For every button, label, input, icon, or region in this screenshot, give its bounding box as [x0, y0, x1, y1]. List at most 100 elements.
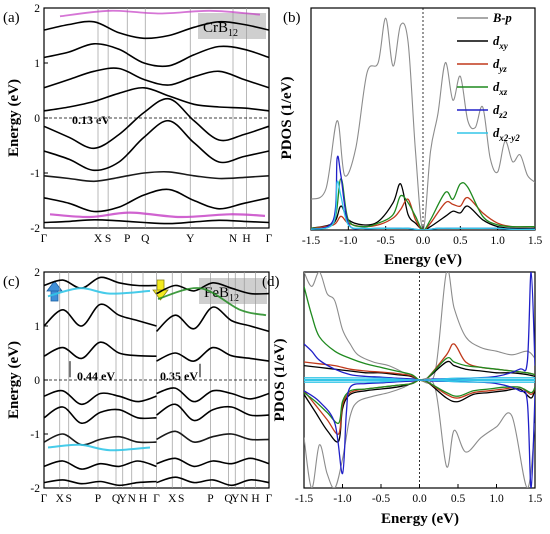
panel-c-kpoint-label: Γ	[266, 493, 273, 505]
panel-a-ytick-label: -1	[30, 168, 40, 180]
panel-c-band-line	[156, 346, 270, 362]
panel-c-label: (c)	[3, 274, 20, 290]
panel-c-kpoint-label: H	[251, 493, 259, 505]
panel-c-kpoint-label: Γ	[41, 493, 48, 505]
panel-c-ytick-label: 0	[34, 375, 40, 387]
panel-d-series-group	[304, 272, 535, 488]
panel-d-series-line	[304, 272, 535, 381]
panel-c-ytick-label: -1	[30, 429, 40, 441]
panel-d: (d) PDOS (1/eV) Energy (eV) -1.5 -1.0 -0.5…	[262, 271, 542, 527]
panel-d-xtick-label: 0.5	[451, 493, 466, 505]
panel-a-ytick-label: 1	[34, 58, 40, 70]
panel-c-material-sub: 12	[229, 293, 239, 304]
panel-a-band-highlight	[59, 9, 261, 18]
panel-b-xtick-label: -0.5	[377, 235, 395, 247]
panel-b-legend-label: B-p	[492, 11, 512, 25]
panel-b-series-group	[311, 17, 535, 230]
panel-d-series-line	[304, 379, 535, 383]
panel-c-ylabel: Energy (eV)	[6, 341, 22, 419]
panel-c-kpoint-label: H	[139, 493, 147, 505]
panel-a-band-line	[43, 170, 270, 183]
panel-b-ylabel: PDOS (1/eV)	[279, 77, 295, 160]
panel-b-legend-label-base: d	[493, 126, 500, 140]
panel-c-kpoint-label: Q	[112, 493, 121, 505]
panel-b-legend-label: dxz	[493, 80, 508, 97]
panel-c-band-line	[156, 387, 270, 403]
panel-c-kpoint-label: P	[95, 493, 101, 505]
panel-b-series-line	[311, 17, 535, 230]
panel-b-xtick-label: 1.5	[528, 235, 543, 247]
panel-c-band-highlight	[47, 443, 151, 452]
panel-a-kpoint-label: Γ	[41, 233, 48, 245]
panel-b-legend-label-sub: xy	[498, 41, 509, 51]
panel-a-band-line	[43, 97, 270, 150]
panel-b-xtick-label: 0.0	[416, 235, 431, 247]
panel-c-band-line	[43, 406, 157, 425]
panel-a-band-line	[43, 86, 270, 112]
panel-c-gap-annotation-down: 0.35 eV	[160, 369, 198, 383]
panel-b-xtick-label: -1.0	[339, 235, 357, 247]
panel-a-label: (a)	[3, 10, 20, 26]
panel-b-legend-label-base: d	[493, 34, 500, 48]
panel-b-series-line	[311, 180, 535, 230]
panel-a-kpoint-label: H	[242, 233, 250, 245]
panel-a-band-highlight	[49, 211, 266, 219]
panel-a-band-line	[43, 20, 270, 40]
panel-c-kpoint-label: Γ	[153, 493, 160, 505]
panel-c-band-line	[43, 303, 157, 327]
panel-a-kpoint-label: Γ	[266, 233, 273, 245]
panel-c-band-line	[43, 276, 157, 289]
panel-c-kpoint-label: Y	[119, 493, 128, 505]
panel-b-legend-label-base: d	[493, 103, 500, 117]
panel-c-kpoint-label: Y	[231, 493, 240, 505]
panel-b-xtick-label: -1.5	[302, 235, 320, 247]
panel-d-xtick-label: -1.5	[295, 493, 313, 505]
panel-b-legend-label: dz2	[493, 103, 508, 120]
panel-b-legend-label: dyz	[493, 57, 507, 74]
panel-c-kpoint-label: N	[128, 493, 137, 505]
panel-b-series-line	[311, 178, 535, 230]
panel-a-kpoint-label: X	[94, 233, 103, 245]
panel-b-legend-label-sub: xz	[498, 87, 508, 97]
panel-a-kpoint-label: Q	[141, 233, 150, 245]
panel-d-series-line	[304, 377, 535, 488]
panel-b-label: (b)	[283, 10, 301, 26]
panel-c-kpoint-label: Q	[224, 493, 233, 505]
panel-c-band-line	[156, 457, 270, 468]
panel-b-xtick-label: 0.5	[453, 235, 468, 247]
panel-c-ytick-label: 1	[34, 321, 40, 333]
panel-a-kpoint-label: Y	[186, 233, 195, 245]
panel-c-band-line	[156, 281, 270, 295]
panel-a-band-line	[43, 119, 270, 172]
panel-d-label: (d)	[262, 274, 280, 290]
panel-d-series-line	[304, 379, 535, 425]
panel-d-ylabel: PDOS (1/eV)	[272, 339, 288, 422]
panel-c-kpoint-label: S	[178, 493, 184, 505]
panel-a-band-line	[43, 188, 270, 213]
panel-d-xtick-label: -1.0	[333, 493, 351, 505]
panel-a-gap-annotation: 0.13 eV	[72, 113, 110, 127]
panel-b-legend-label-sub: yz	[498, 64, 507, 74]
panel-c-band-line	[43, 433, 157, 446]
panel-a-ytick-label: -2	[30, 223, 40, 235]
panel-b-legend-label: dxy	[493, 34, 509, 51]
panel-b-series-line	[311, 196, 535, 230]
panel-c-kpoint-label: X	[168, 493, 177, 505]
panel-b-legend-label-base: d	[493, 57, 500, 71]
panel-c-band-line	[43, 389, 157, 406]
panel-c-kpoint-label: X	[56, 493, 65, 505]
panel-d-xtick-label: -0.5	[372, 493, 390, 505]
panel-a-ylabel: Energy (eV)	[6, 79, 22, 157]
panel-c-band-line	[156, 476, 270, 487]
panel-c-ytick-label: -2	[30, 483, 40, 495]
panel-c-band-line	[43, 479, 157, 487]
panel-c-kpoint-label: P	[207, 493, 213, 505]
panel-b: (b) PDOS (1/eV) Energy (eV) -1.5 -1.0 -0.5…	[279, 7, 543, 268]
panel-d-xtick-label: 0.0	[412, 493, 427, 505]
panel-c-gap-annotation-up: 0.44 eV	[77, 369, 115, 383]
panel-c-band-line	[156, 430, 270, 443]
panel-c: (c) Energy (eV) FeB12 0.44 eV 0.35 eV -2…	[3, 267, 273, 505]
panel-c-kpoint-label: S	[66, 493, 72, 505]
